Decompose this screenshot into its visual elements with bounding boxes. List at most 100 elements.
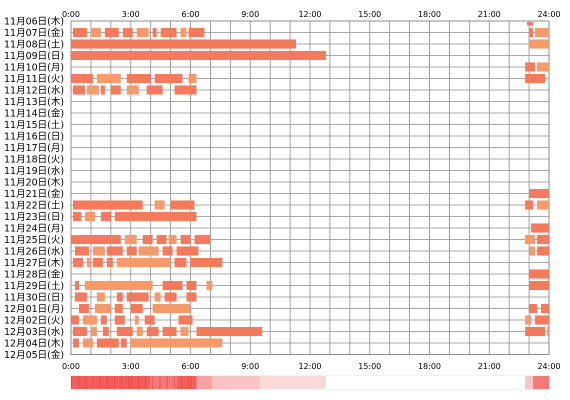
summary-band — [212, 376, 261, 389]
summary-stripe — [92, 376, 94, 389]
activity-segment — [72, 211, 81, 222]
activity-segment — [186, 280, 197, 291]
activity-segment — [162, 326, 177, 337]
summary-band — [176, 376, 197, 389]
day-label: 11月12日(水) — [4, 85, 64, 97]
activity-segment — [146, 85, 163, 95]
day-label: 11月15日(土) — [4, 119, 64, 131]
activity-segment — [72, 338, 79, 348]
day-label: 11月24日(月) — [4, 224, 64, 235]
summary-stripe — [130, 376, 132, 389]
day-label: 11月19日(水) — [4, 165, 64, 177]
activity-segment — [525, 315, 532, 325]
activity-segment — [168, 234, 177, 245]
activity-segment — [84, 211, 95, 222]
day-label: 11月28日(金) — [4, 269, 64, 281]
activity-segment — [178, 315, 193, 325]
activity-segment — [78, 303, 89, 314]
activity-segment — [71, 73, 93, 84]
summary-stripe — [85, 376, 87, 389]
activity-segment — [116, 326, 133, 337]
activity-segment — [90, 326, 97, 337]
activity-segment — [122, 27, 133, 38]
activity-segment — [537, 62, 549, 72]
activity-segment — [188, 27, 205, 38]
activity-segment — [138, 246, 159, 256]
activity-segment — [176, 246, 199, 256]
activity-segment — [152, 303, 191, 314]
activity-segment — [100, 85, 105, 95]
activity-segment — [71, 315, 79, 325]
activity-segment — [162, 280, 183, 291]
day-label: 11月20日(木) — [4, 177, 64, 189]
activity-segment — [156, 234, 167, 245]
activity-segment — [114, 211, 197, 222]
day-label: 11月21日(金) — [4, 188, 64, 200]
activity-segment — [196, 326, 263, 337]
activity-segment — [154, 292, 161, 302]
activity-segment — [525, 326, 546, 337]
activity-segment — [134, 315, 139, 325]
activity-segment — [162, 246, 173, 256]
activity-segment — [82, 338, 93, 348]
day-label: 11月25日(火) — [4, 235, 64, 246]
activity-segment — [170, 200, 195, 210]
activity-segment — [180, 27, 187, 38]
activity-segment — [529, 27, 534, 38]
day-label: 11月13日(木) — [4, 96, 64, 108]
activity-segment — [124, 234, 137, 245]
hour-label-top: 12:00 — [298, 10, 321, 19]
activity-segment — [120, 338, 127, 348]
activity-segment — [152, 27, 157, 38]
summary-stripe — [159, 376, 161, 389]
activity-segment — [84, 280, 153, 291]
summary-stripe — [166, 376, 168, 389]
activity-segment — [130, 303, 143, 314]
day-label: 11月08日(土) — [4, 39, 64, 51]
activity-segment — [180, 234, 191, 245]
activity-segment — [126, 292, 149, 302]
hour-label-top: 21:00 — [478, 10, 501, 19]
day-label: 11月16日(日) — [4, 132, 64, 143]
activity-segment — [160, 27, 177, 38]
summary-band — [325, 376, 526, 389]
summary-band — [533, 376, 549, 389]
activity-segment — [529, 280, 549, 291]
activity-segment — [174, 85, 197, 95]
activity-segment — [188, 73, 197, 84]
day-label: 12月05日(金) — [4, 349, 64, 361]
summary-stripe — [137, 376, 139, 389]
summary-stripe — [190, 376, 192, 389]
hour-label-bottom: 21:00 — [478, 362, 501, 371]
activity-segment — [106, 257, 113, 268]
hour-label-bottom: 12:00 — [298, 362, 321, 371]
summary-stripe — [106, 376, 108, 389]
hour-label-top: 15:00 — [358, 10, 381, 19]
activity-segment — [72, 326, 87, 337]
activity-segment — [74, 246, 89, 256]
activity-segment — [72, 257, 83, 268]
day-labels: 11月06日(木)11月07日(金)11月08日(土)11月09日(日)11月1… — [4, 16, 64, 362]
day-label: 12月02日(火) — [4, 316, 64, 327]
activity-segment — [142, 234, 153, 245]
activity-segment — [130, 338, 223, 348]
day-label: 12月04日(木) — [4, 338, 64, 350]
day-label: 11月06日(木) — [4, 16, 64, 28]
activity-segment — [164, 292, 177, 302]
hour-label-top: 6:00 — [182, 10, 200, 19]
activity-segment — [547, 326, 549, 337]
activity-segment — [194, 234, 211, 245]
summary-stripe — [128, 376, 130, 389]
activity-segment — [206, 280, 213, 291]
summary-stripe — [180, 376, 182, 389]
activity-segment — [114, 315, 125, 325]
hour-label-top: 0:00 — [62, 10, 80, 19]
activity-segment — [537, 234, 549, 245]
activity-segment — [154, 73, 183, 84]
activity-segment — [527, 22, 534, 26]
summary-band — [196, 376, 213, 389]
activity-segment — [92, 246, 105, 256]
activity-segment — [529, 269, 549, 279]
hour-label-bottom: 18:00 — [418, 362, 441, 371]
